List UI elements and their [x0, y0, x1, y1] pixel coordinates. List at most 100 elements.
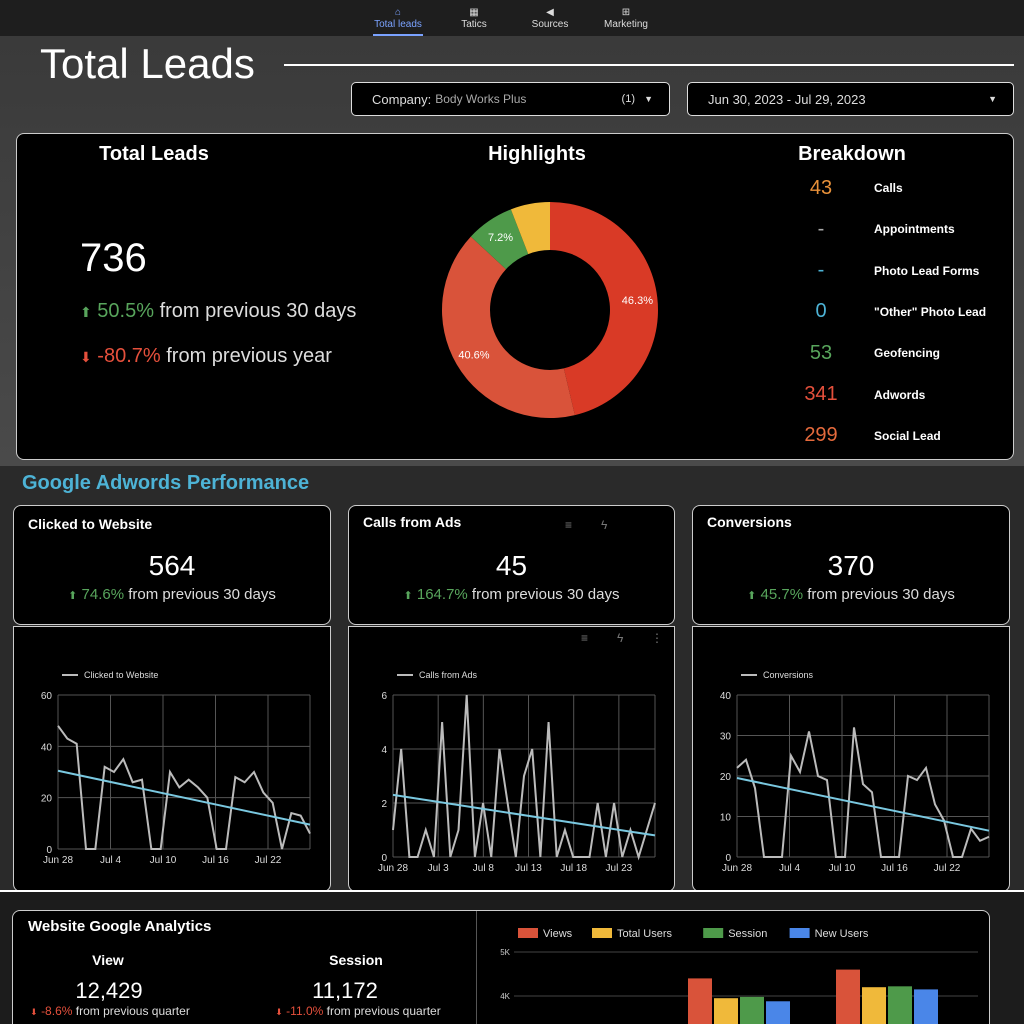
calls-from-ads-card: Calls from Ads ≡ ϟ 45 ⬆ 164.7% from prev… [348, 505, 675, 625]
clicked-to-website-card: Clicked to Website 564 ⬆ 74.6% from prev… [13, 505, 331, 625]
series-line [57, 725, 311, 850]
grid-icon: ⊞ [621, 7, 631, 18]
tab-sources[interactable]: ◀ Sources [515, 0, 585, 36]
legend-label: Views [543, 928, 573, 940]
series-line [392, 694, 656, 861]
y-tick-label: 20 [41, 794, 53, 805]
top-nav: ⌂ Total leads ▦ Tatics ◀ Sources ⊞ Marke… [0, 0, 1024, 36]
clicked-chart-panel: Clicked to Website 0 20 40 60 Jun 28 Jul 4 Jul … [13, 626, 331, 892]
tab-tatics[interactable]: ▦ Tatics [439, 0, 509, 36]
y-tick-label: 0 [46, 845, 52, 856]
breakdown-label: Geofencing [874, 346, 941, 361]
chevron-down-icon: ▼ [644, 94, 653, 104]
card-value: 45 [495, 550, 528, 581]
donut-label: 40.6% [458, 349, 489, 361]
section-divider [0, 890, 1024, 892]
legend-swatch [703, 928, 724, 938]
y-tick-label: 4K [500, 992, 510, 1001]
session-delta: ⬇ -11.0% from previous quarter [275, 1004, 441, 1018]
y-tick-label: 40 [41, 742, 53, 753]
chevron-down-icon: ▼ [988, 94, 997, 104]
highlights-heading: Highlights [488, 143, 586, 165]
trend-line [392, 793, 656, 837]
breakdown-value: 53 [809, 341, 833, 364]
card-delta: ⬆ 164.7% from previous 30 days [403, 586, 620, 603]
company-filter-label: Company: [372, 91, 432, 107]
bar-chart-icon: ▦ [469, 7, 479, 18]
conversions-chart-panel: Conversions 0 10 20 30 40 Jun 28 Jul 4 Jul 10 Jul… [692, 626, 1010, 892]
adwords-heading: Google Adwords Performance [22, 472, 310, 494]
breakdown-value: 43 [809, 176, 833, 199]
x-tick-label: Jul 3 [428, 863, 450, 874]
delta-value: -80.7% [97, 345, 161, 367]
bar [836, 969, 860, 1024]
company-filter-count: (1) [621, 93, 635, 105]
breakdown-row: 53 Geofencing [790, 338, 1010, 368]
bar [914, 989, 938, 1024]
view-label: View [92, 952, 124, 968]
tab-marketing[interactable]: ⊞ Marketing [591, 0, 661, 36]
legend-label: Calls from Ads [419, 670, 478, 680]
card-delta: ⬆ 45.7% from previous 30 days [747, 586, 955, 603]
arrow-down-icon: ⬇ [80, 349, 92, 365]
x-tick-label: Jul 10 [829, 863, 856, 874]
y-tick-label: 0 [381, 853, 387, 864]
highlights-donut-chart: 46.3% 40.6% 7.2% [442, 202, 658, 418]
more-vertical-icon[interactable]: ⋮ [651, 631, 663, 645]
arrow-up-icon: ⬆ [80, 304, 92, 320]
delta-text: from previous year [166, 345, 332, 367]
donut-label: 46.3% [622, 295, 653, 307]
date-range-filter[interactable]: Jun 30, 2023 - Jul 29, 2023 ▼ [687, 82, 1014, 116]
donut-slice [442, 236, 575, 418]
x-tick-label: Jul 13 [515, 863, 542, 874]
donut-slice [550, 202, 658, 416]
title-divider [284, 64, 1014, 66]
y-tick-label: 60 [41, 691, 53, 702]
breakdown-label: Photo Lead Forms [874, 263, 980, 278]
company-filter-value: Body Works Plus [435, 92, 527, 106]
bar [888, 986, 912, 1024]
bar [766, 1001, 790, 1024]
megaphone-icon: ◀ [546, 7, 554, 18]
tab-label: Total leads [374, 19, 422, 30]
company-filter[interactable]: Company: Body Works Plus (1) ▼ [351, 82, 670, 116]
home-icon: ⌂ [394, 7, 402, 18]
breakdown-label: Calls [874, 181, 903, 195]
lightning-icon[interactable]: ϟ [617, 631, 624, 645]
delta-value: 50.5% [97, 300, 155, 322]
x-tick-label: Jun 28 [378, 863, 408, 874]
tab-total-leads[interactable]: ⌂ Total leads [363, 0, 433, 36]
filter-icon[interactable]: ≡ [581, 631, 589, 645]
y-tick-label: 5K [500, 948, 510, 957]
breakdown-label: Adwords [874, 387, 926, 402]
breakdown-label: Appointments [874, 222, 955, 237]
date-range-value: Jun 30, 2023 - Jul 29, 2023 [708, 91, 866, 107]
donut-slice [510, 202, 550, 255]
y-tick-label: 20 [720, 772, 732, 783]
breakdown-row: - Appointments [790, 214, 1010, 244]
x-tick-label: Jul 4 [100, 855, 122, 866]
delta-text: from previous 30 days [159, 300, 357, 322]
legend-label: Conversions [763, 670, 814, 680]
card-value: 370 [827, 550, 875, 581]
bar [862, 987, 886, 1024]
breakdown-value: 0 [815, 300, 827, 323]
breakdown-row: - Photo Lead Forms [790, 256, 1010, 286]
delta-previous-30-days: ⬆ 50.5% from previous 30 days [80, 300, 356, 323]
analytics-title: Website Google Analytics [28, 918, 212, 935]
page-title: Total Leads [40, 40, 255, 87]
total-leads-value: 736 [80, 236, 147, 280]
calls-from-ads-line-chart: Calls from Ads 0 2 4 6 Jun 28 Jul 3 Jul 8 Jul 13… [378, 670, 656, 874]
calls-chart-panel: ≡ ϟ ⋮ Calls from Ads 0 2 4 6 Jun 28 Jul 3 Jul 8… [348, 626, 675, 892]
breakdown-value: 341 [804, 383, 838, 405]
filter-icon[interactable]: ≡ [565, 518, 573, 532]
breakdown-row: 43 Calls [790, 173, 1010, 203]
y-tick-label: 40 [720, 691, 732, 702]
legend-label: Session [728, 928, 767, 940]
y-tick-label: 10 [720, 813, 732, 824]
y-tick-label: 30 [720, 732, 732, 743]
breakdown-row: 341 Adwords [790, 380, 1010, 410]
card-value: 564 [148, 550, 196, 581]
lightning-icon[interactable]: ϟ [601, 518, 608, 532]
series-line [736, 727, 990, 858]
